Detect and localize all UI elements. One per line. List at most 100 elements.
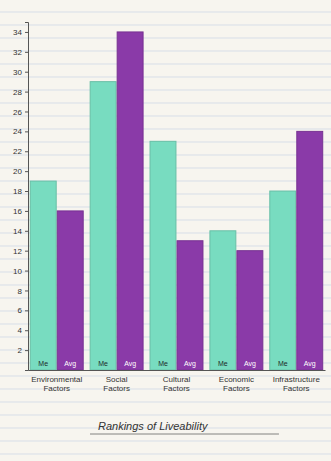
y-tick: 22 — [13, 147, 28, 156]
x-tick: InfrastructureFactors — [273, 370, 321, 393]
series-label: Me — [158, 360, 168, 367]
title: Rankings of Liveability — [98, 420, 209, 432]
y-tick-mark — [25, 211, 28, 212]
y-tick: 12 — [13, 247, 28, 256]
y-tick-mark — [25, 111, 28, 112]
y-tick-mark — [25, 171, 28, 172]
y-tick-label: 22 — [13, 147, 22, 156]
y-tick-label: 34 — [13, 28, 22, 37]
bar — [30, 181, 56, 370]
y-tick: 28 — [13, 88, 28, 97]
bar — [150, 141, 176, 370]
y-tick-mark — [25, 32, 28, 33]
series-label: Me — [218, 360, 228, 367]
series-label: Avg — [124, 360, 136, 368]
y-tick-label: 20 — [13, 167, 22, 176]
x-tick-label: InfrastructureFactors — [273, 375, 321, 393]
paper — [0, 0, 331, 461]
series-label: Avg — [304, 360, 316, 368]
x-tick-label-line: Factors — [283, 384, 310, 393]
y-tick-mark — [25, 310, 28, 311]
x-tick-label-line: Environmental — [31, 375, 82, 384]
x-tick: SocialFactors — [103, 370, 130, 393]
x-tick: EconomicFactors — [219, 370, 254, 393]
bar — [57, 211, 83, 370]
y-tick: 30 — [13, 68, 28, 77]
paper-line — [0, 51, 331, 52]
y-tick: 34 — [13, 28, 28, 37]
y-tick-label: 2 — [18, 346, 23, 355]
series-labels: MeMeMeMeMeAvgAvgAvgAvgAvg — [38, 360, 315, 368]
y-axis: 246810121416182022242628303234 — [13, 23, 28, 371]
x-tick-label: EnvironmentalFactors — [31, 375, 82, 393]
y-tick-mark — [25, 191, 28, 192]
y-tick-label: 4 — [18, 326, 23, 335]
y-tick-mark — [25, 131, 28, 132]
series-label: Avg — [184, 360, 196, 368]
bar — [270, 191, 296, 370]
x-tick-label-line: Factors — [223, 384, 250, 393]
paper-line — [0, 25, 331, 26]
series-label: Me — [38, 360, 48, 367]
y-tick: 32 — [13, 48, 28, 57]
paper-line — [0, 103, 331, 104]
x-axis-line — [29, 370, 326, 371]
bar — [177, 241, 203, 370]
y-tick-label: 10 — [13, 267, 22, 276]
bar — [297, 131, 323, 370]
plot: MeMeMeMeMeAvgAvgAvgAvgAvg246810121416182… — [13, 23, 325, 393]
y-tick: 26 — [13, 108, 28, 117]
y-tick: 20 — [13, 167, 28, 176]
x-tick: EnvironmentalFactors — [31, 370, 82, 393]
y-tick-mark — [25, 231, 28, 232]
x-tick-label: CulturalFactors — [163, 375, 191, 393]
y-tick-label: 26 — [13, 108, 22, 117]
y-tick: 10 — [13, 267, 28, 276]
paper-line — [0, 90, 331, 91]
x-tick-label-line: Economic — [219, 375, 254, 384]
y-tick: 8 — [18, 287, 28, 296]
paper-ground — [0, 0, 331, 461]
y-tick: 6 — [18, 306, 28, 315]
y-tick: 24 — [13, 127, 28, 136]
x-tick-label-line: Factors — [163, 384, 190, 393]
paper-line — [0, 38, 331, 39]
x-tick-label: SocialFactors — [103, 375, 130, 393]
series-label: Me — [98, 360, 108, 367]
y-tick-mark — [25, 271, 28, 272]
x-tick-label-line: Social — [106, 375, 128, 384]
series-label: Avg — [244, 360, 256, 368]
y-tick-mark — [25, 251, 28, 252]
y-tick-mark — [25, 350, 28, 351]
y-tick: 4 — [18, 326, 28, 335]
series-label: Me — [278, 360, 288, 367]
y-tick-mark — [25, 151, 28, 152]
bar — [90, 82, 116, 370]
y-tick-mark — [25, 52, 28, 53]
bars — [30, 32, 322, 370]
y-tick-label: 8 — [18, 287, 23, 296]
bar — [117, 32, 143, 370]
paper-line — [0, 77, 331, 78]
y-axis-line — [25, 23, 29, 371]
y-tick: 18 — [13, 187, 28, 196]
x-tick-label-line: Cultural — [163, 375, 191, 384]
chart: MeMeMeMeMeAvgAvgAvgAvgAvg246810121416182… — [0, 0, 331, 461]
y-tick: 14 — [13, 227, 28, 236]
y-tick-label: 24 — [13, 127, 22, 136]
y-tick-label: 12 — [13, 247, 22, 256]
x-tick-label: EconomicFactors — [219, 375, 254, 393]
y-tick-label: 16 — [13, 207, 22, 216]
y-tick-label: 32 — [13, 48, 22, 57]
bar — [210, 231, 236, 370]
y-tick-label: 28 — [13, 88, 22, 97]
x-tick-label-line: Factors — [43, 384, 70, 393]
paper-line — [0, 454, 331, 455]
paper-line — [0, 12, 331, 13]
y-tick-label: 14 — [13, 227, 22, 236]
y-tick-mark — [25, 330, 28, 331]
x-tick-label-line: Infrastructure — [273, 375, 321, 384]
bar — [237, 251, 263, 370]
y-tick: 2 — [18, 346, 28, 355]
title-underline — [90, 434, 279, 435]
